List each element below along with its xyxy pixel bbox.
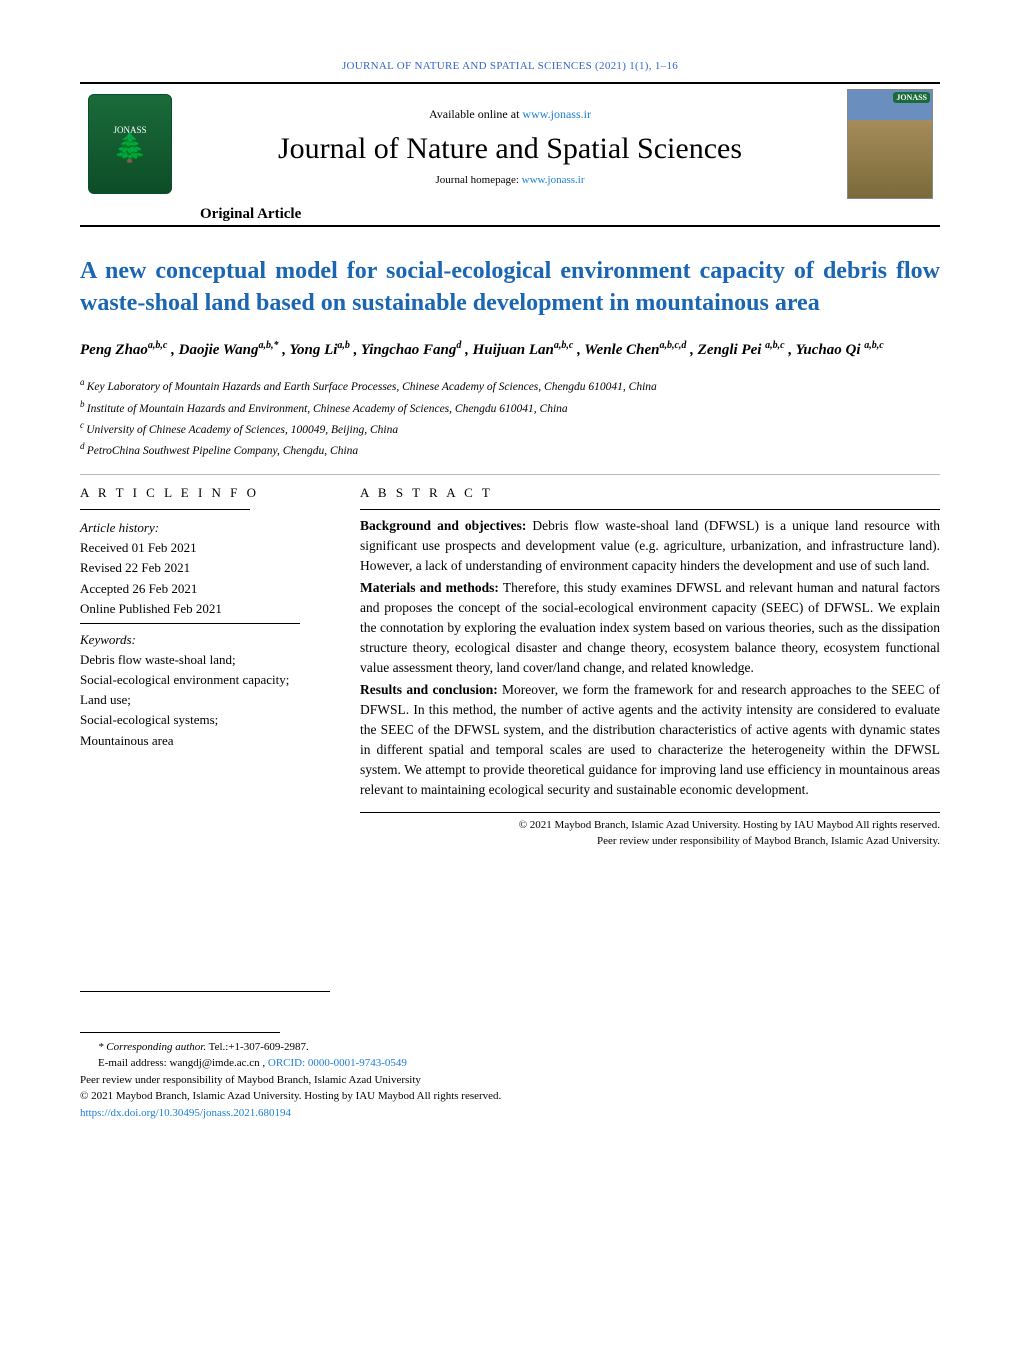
abstract-rule-top — [360, 509, 940, 510]
footer-copyright: © 2021 Maybod Branch, Islamic Azad Unive… — [80, 1088, 940, 1105]
orcid-link[interactable]: ORCID: 0000-0001-9743-0549 — [268, 1057, 407, 1069]
affiliation-c: c University of Chinese Academy of Scien… — [80, 418, 940, 439]
homepage-link[interactable]: www.jonass.ir — [522, 174, 585, 186]
two-column-region: A R T I C L E I N F O Article history: R… — [80, 485, 940, 992]
info-rule-top — [80, 509, 250, 510]
abstract-methods: Materials and methods: Therefore, this s… — [360, 578, 940, 678]
affiliation-c-text: University of Chinese Academy of Science… — [86, 424, 398, 436]
journal-cover-thumb: JONASS — [847, 89, 933, 199]
info-rule-bottom — [80, 991, 330, 992]
info-rule-mid — [80, 623, 300, 624]
author-5: , Huijuan Lan — [465, 342, 554, 358]
journal-title: Journal of Nature and Spatial Sciences — [190, 132, 830, 166]
rc-label: Results and conclusion: — [360, 682, 498, 697]
banner-row: JONASS 🌲 Available online at www.jonass.… — [80, 84, 940, 204]
page: JOURNAL OF NATURE AND SPATIAL SCIENCES (… — [0, 0, 1020, 1161]
corresponding-author: * Corresponding author. Tel.:+1-307-609-… — [80, 1039, 940, 1056]
available-online-line: Available online at www.jonass.ir — [190, 107, 830, 122]
journal-banner: JONASS 🌲 Available online at www.jonass.… — [80, 82, 940, 227]
corr-label: * Corresponding author. — [98, 1041, 206, 1053]
homepage-line: Journal homepage: www.jonass.ir — [190, 174, 830, 186]
author-5-sup: a,b,c — [554, 340, 573, 351]
author-4-sup: d — [456, 340, 461, 351]
author-4: , Yingchao Fang — [354, 342, 457, 358]
available-link[interactable]: www.jonass.ir — [522, 107, 591, 121]
affiliation-a: a Key Laboratory of Mountain Hazards and… — [80, 375, 940, 396]
history-label: Article history: — [80, 518, 330, 538]
affiliation-b: b Institute of Mountain Hazards and Envi… — [80, 397, 940, 418]
author-8: , Yuchao Qi — [788, 342, 864, 358]
keyword-3: Land use; — [80, 690, 330, 710]
author-1: Peng Zhao — [80, 342, 148, 358]
abstract-column: A B S T R A C T Background and objective… — [360, 485, 940, 992]
keyword-1: Debris flow waste-shoal land; — [80, 650, 330, 670]
author-2-sup: a,b,* — [259, 340, 279, 351]
divider — [80, 474, 940, 475]
bg-label: Background and objectives: — [360, 518, 526, 533]
footnotes: * Corresponding author. Tel.:+1-307-609-… — [80, 1039, 940, 1122]
homepage-prefix: Journal homepage: — [436, 174, 522, 186]
keyword-4: Social-ecological systems; — [80, 710, 330, 730]
article-title: A new conceptual model for social-ecolog… — [80, 255, 940, 320]
available-prefix: Available online at — [429, 107, 522, 121]
article-info-head: A R T I C L E I N F O — [80, 485, 330, 501]
footnote-rule — [80, 1032, 280, 1033]
copyright-line1: © 2021 Maybod Branch, Islamic Azad Unive… — [360, 817, 940, 834]
author-7-sup: a,b,c — [765, 340, 784, 351]
email-label: E-mail address: — [98, 1057, 169, 1069]
author-7: , Zengli Pei — [690, 342, 765, 358]
abstract-background: Background and objectives: Debris flow w… — [360, 516, 940, 576]
running-header: JOURNAL OF NATURE AND SPATIAL SCIENCES (… — [80, 60, 940, 72]
author-3: , Yong Li — [282, 342, 337, 358]
tree-icon: 🌲 — [113, 135, 148, 163]
authors-line: Peng Zhaoa,b,c , Daojie Wanga,b,* , Yong… — [80, 338, 940, 362]
original-article-label: Original Article — [80, 204, 940, 225]
history-online: Online Published Feb 2021 — [80, 599, 330, 619]
affiliation-d-text: PetroChina Southwest Pipeline Company, C… — [87, 445, 358, 457]
history-revised: Revised 22 Feb 2021 — [80, 558, 330, 578]
abstract-results: Results and conclusion: Moreover, we for… — [360, 680, 940, 800]
copyright-line2: Peer review under responsibility of Mayb… — [360, 833, 940, 850]
author-2: , Daojie Wang — [171, 342, 258, 358]
author-8-sup: a,b,c — [864, 340, 883, 351]
banner-cover-cell: JONASS — [840, 84, 940, 204]
affiliation-b-text: Institute of Mountain Hazards and Enviro… — [87, 402, 568, 414]
affiliation-a-text: Key Laboratory of Mountain Hazards and E… — [87, 381, 657, 393]
keyword-5: Mountainous area — [80, 731, 330, 751]
cover-label: JONASS — [893, 92, 930, 103]
keywords-label: Keywords: — [80, 630, 330, 650]
author-6: , Wenle Chen — [577, 342, 659, 358]
email-value: wangdj@imde.ac.cn — [169, 1057, 262, 1069]
peer-review-line: Peer review under responsibility of Mayb… — [80, 1072, 940, 1089]
author-3-sup: a,b — [337, 340, 350, 351]
keywords-block: Keywords: Debris flow waste-shoal land; … — [80, 630, 330, 751]
author-6-sup: a,b,c,d — [659, 340, 686, 351]
rc-text: Moreover, we form the framework for and … — [360, 682, 940, 797]
article-info-column: A R T I C L E I N F O Article history: R… — [80, 485, 330, 992]
affiliations: a Key Laboratory of Mountain Hazards and… — [80, 375, 940, 460]
article-history: Article history: Received 01 Feb 2021 Re… — [80, 518, 330, 619]
doi-link[interactable]: https://dx.doi.org/10.30495/jonass.2021.… — [80, 1107, 291, 1119]
abstract-head: A B S T R A C T — [360, 485, 940, 501]
jonass-logo: JONASS 🌲 — [88, 94, 172, 194]
copyright-block: © 2021 Maybod Branch, Islamic Azad Unive… — [360, 812, 940, 850]
abstract-body: Background and objectives: Debris flow w… — [360, 516, 940, 800]
history-accepted: Accepted 26 Feb 2021 — [80, 579, 330, 599]
banner-center: Available online at www.jonass.ir Journa… — [180, 84, 840, 204]
banner-logo-cell: JONASS 🌲 — [80, 84, 180, 204]
author-1-sup: a,b,c — [148, 340, 167, 351]
email-line: E-mail address: wangdj@imde.ac.cn , ORCI… — [80, 1055, 940, 1072]
history-received: Received 01 Feb 2021 — [80, 538, 330, 558]
mm-label: Materials and methods: — [360, 580, 499, 595]
affiliation-d: d PetroChina Southwest Pipeline Company,… — [80, 439, 940, 460]
corr-tel: Tel.:+1-307-609-2987. — [206, 1041, 309, 1053]
keyword-2: Social-ecological environment capacity; — [80, 670, 330, 690]
